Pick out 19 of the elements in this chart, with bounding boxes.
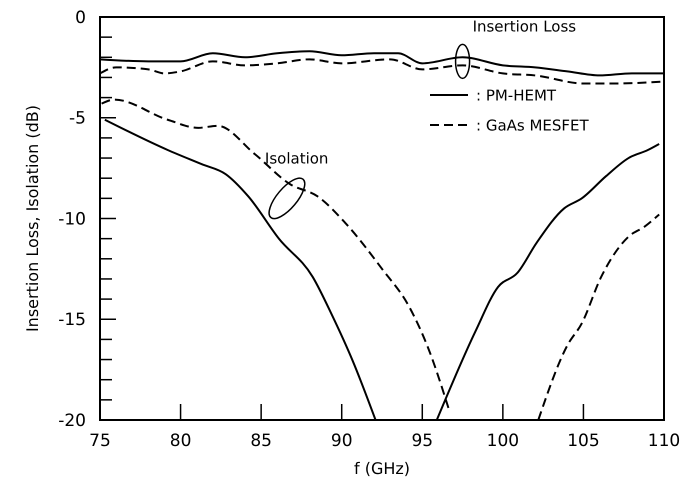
y-axis-title: Insertion Loss, Isolation (dB) — [23, 104, 42, 332]
annotation: Isolation — [264, 149, 328, 168]
legend-label: : GaAs MESFET — [476, 116, 590, 134]
legend-label: : PM-HEMT — [476, 86, 557, 104]
annotation: Insertion Loss — [472, 17, 576, 36]
y-tick-label: -20 — [58, 410, 86, 431]
y-tick-label: -10 — [58, 209, 86, 230]
x-tick-label: 80 — [170, 431, 192, 451]
x-tick-label: 90 — [330, 431, 353, 451]
y-tick-label: -5 — [69, 108, 86, 129]
x-tick-label: 85 — [250, 431, 272, 451]
y-tick-label: -15 — [58, 310, 86, 330]
x-tick-label: 75 — [89, 431, 111, 451]
x-tick-label: 110 — [648, 431, 680, 451]
x-tick-label: 100 — [486, 431, 520, 451]
x-axis-title: f (GHz) — [354, 459, 410, 478]
y-tick-label: 0 — [75, 8, 86, 28]
x-tick-label: 105 — [567, 431, 600, 451]
x-tick-label: 95 — [411, 431, 434, 451]
